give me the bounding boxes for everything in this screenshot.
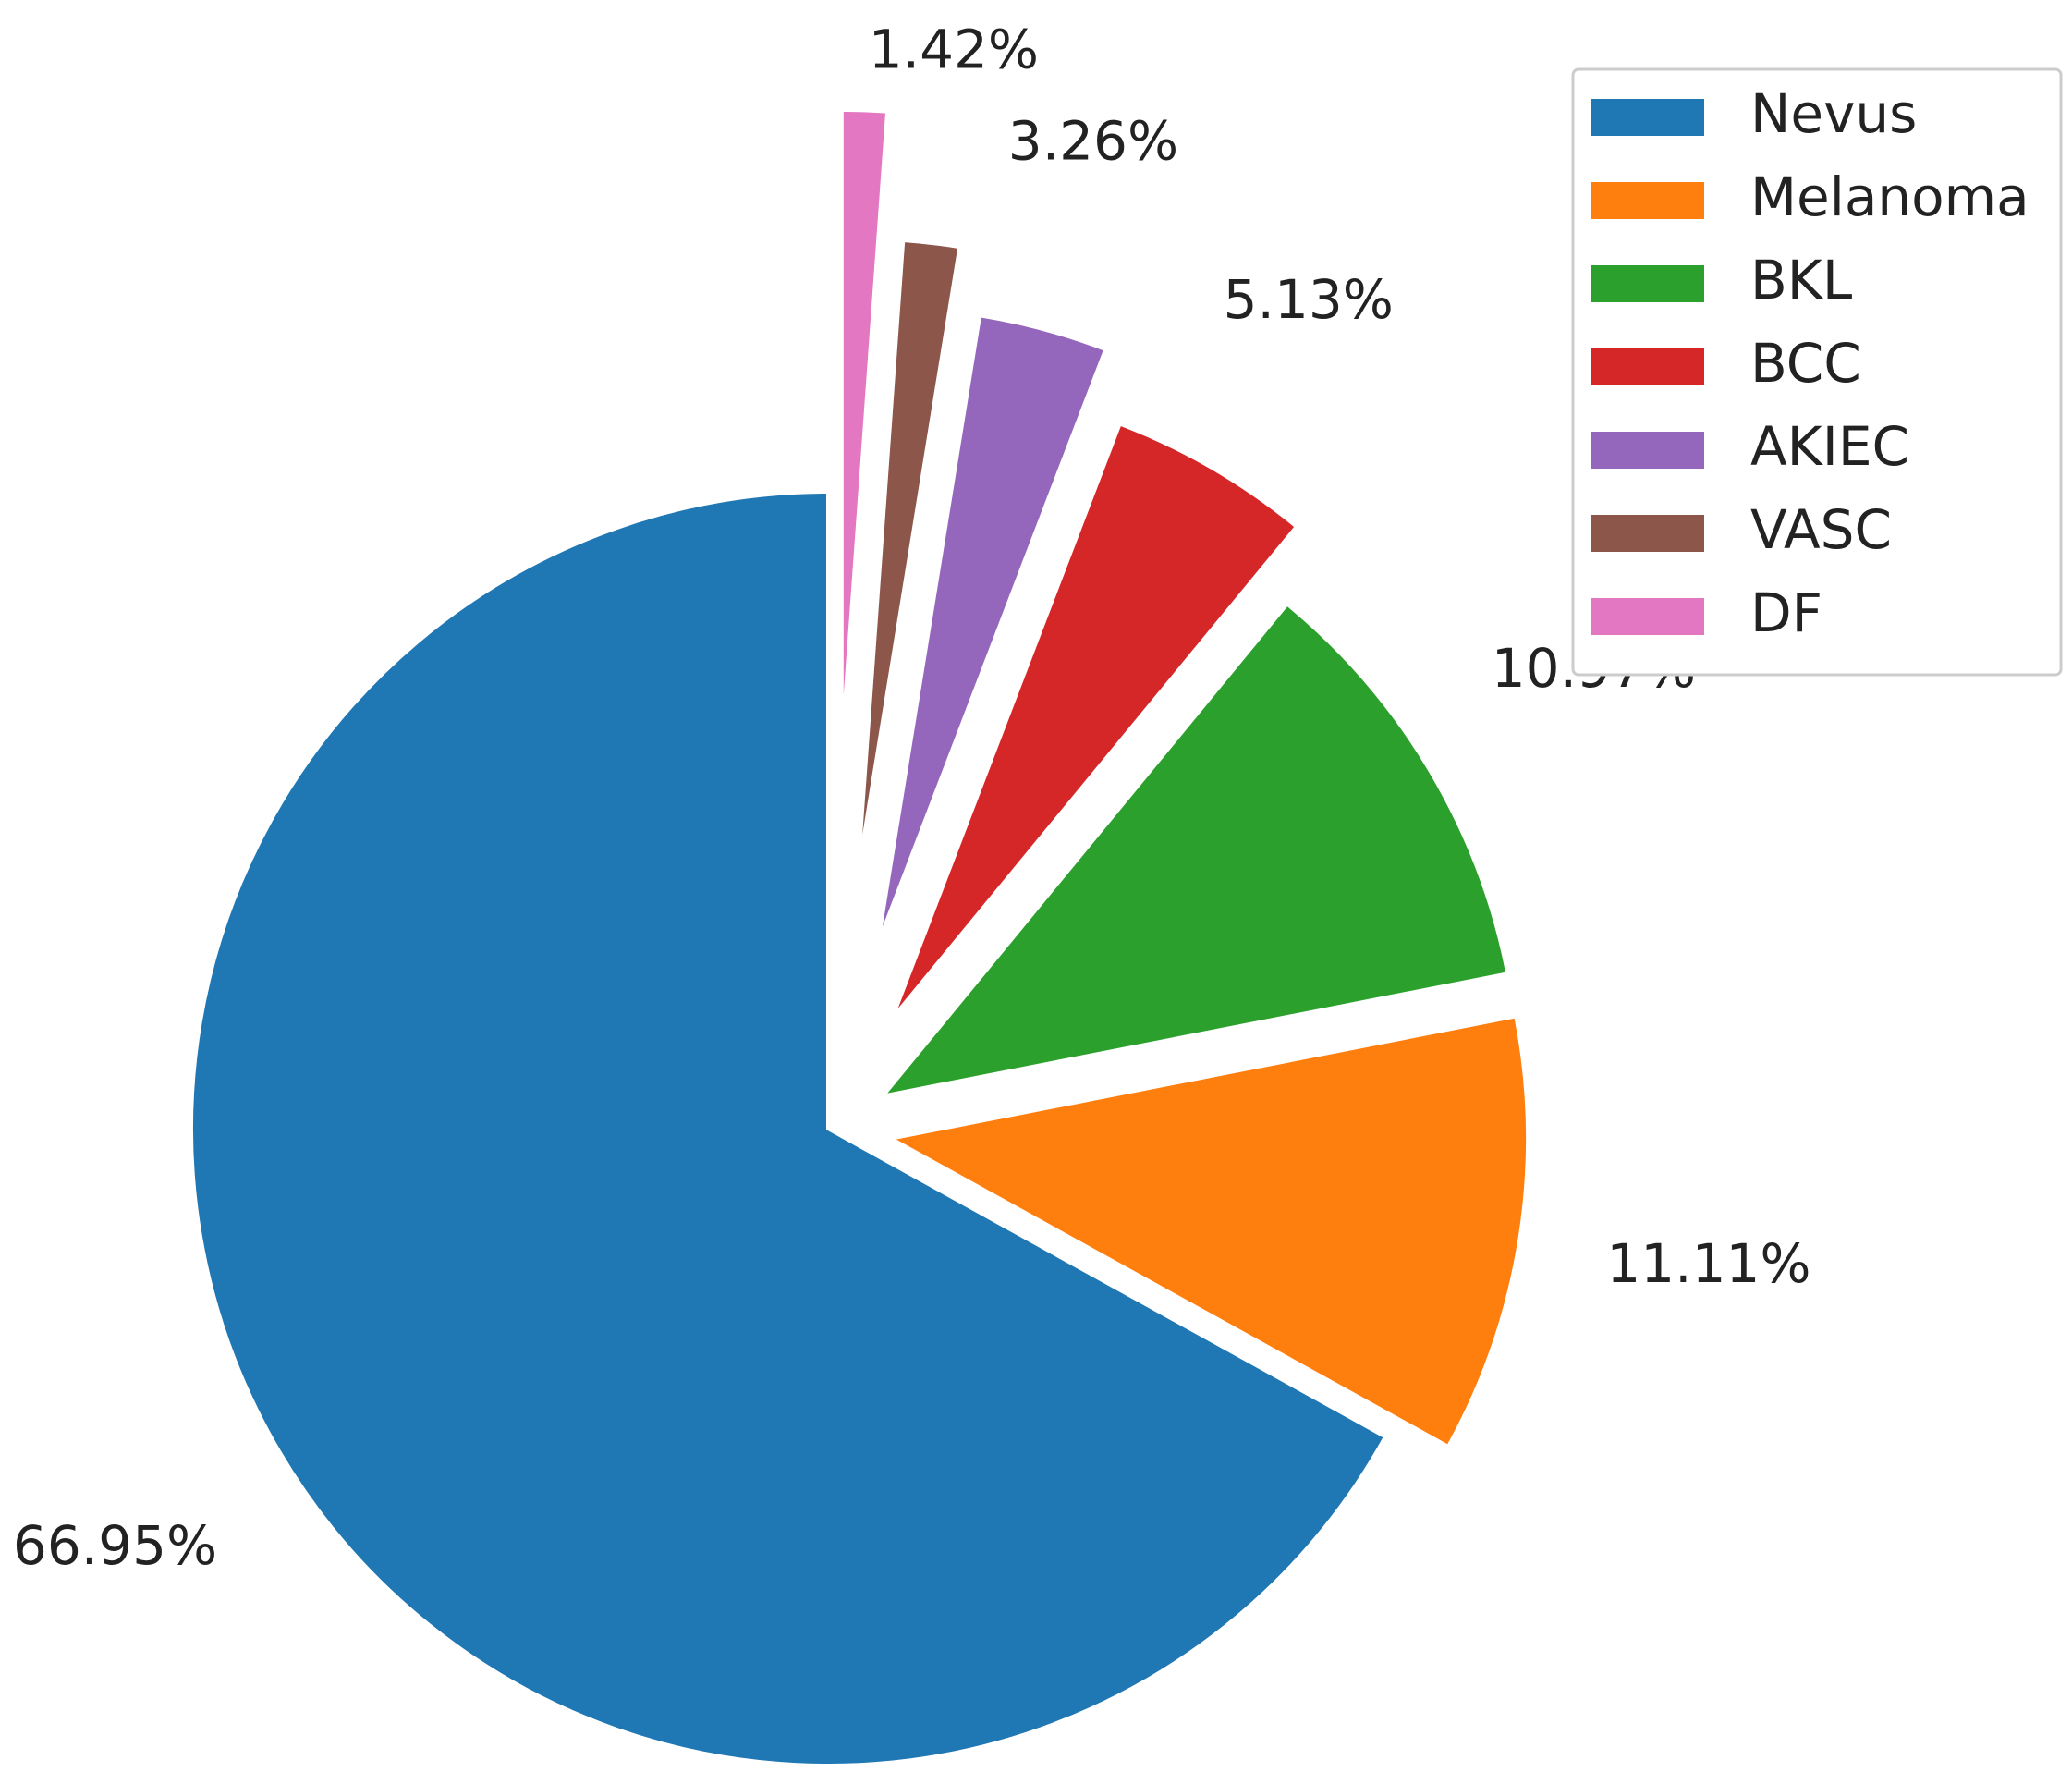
pie-slice bbox=[839, 107, 890, 748]
legend-label: VASC bbox=[1750, 498, 1892, 561]
value-label: 11.11% bbox=[1606, 1232, 1810, 1295]
pie-slice bbox=[875, 313, 1108, 946]
pie-slice bbox=[189, 489, 1388, 1767]
legend-label: BKL bbox=[1750, 249, 1852, 312]
legend-label: BCC bbox=[1750, 332, 1861, 395]
legend-swatch bbox=[1591, 515, 1704, 552]
value-label: 1.42% bbox=[869, 18, 1039, 81]
legend-swatch bbox=[1591, 99, 1704, 136]
pie-slice bbox=[885, 1014, 1530, 1449]
legend-label: Melanoma bbox=[1750, 165, 2029, 228]
value-label: 3.26% bbox=[1008, 110, 1178, 173]
legend-swatch bbox=[1591, 432, 1704, 469]
legend-label: AKIEC bbox=[1750, 415, 1909, 478]
legend-label: Nevus bbox=[1750, 82, 1917, 145]
pie-slice bbox=[878, 601, 1510, 1099]
value-label: 66.95% bbox=[13, 1514, 217, 1577]
legend-label: DF bbox=[1750, 581, 1822, 644]
pie-slice bbox=[855, 238, 962, 876]
value-label: 5.13% bbox=[1224, 268, 1394, 331]
legend-swatch bbox=[1591, 265, 1704, 302]
pie-slice bbox=[890, 421, 1299, 1020]
legend-swatch bbox=[1591, 598, 1704, 635]
legend-swatch bbox=[1591, 182, 1704, 219]
legend-swatch bbox=[1591, 348, 1704, 385]
